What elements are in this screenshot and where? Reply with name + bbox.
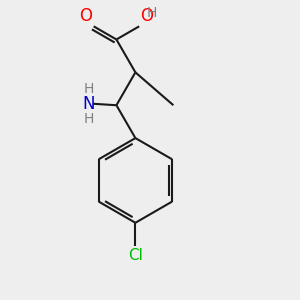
- Text: O: O: [140, 7, 153, 25]
- Text: N: N: [82, 95, 95, 113]
- Text: Cl: Cl: [128, 248, 143, 262]
- Text: H: H: [147, 6, 157, 20]
- Text: H: H: [83, 82, 94, 96]
- Text: H: H: [83, 112, 94, 126]
- Text: O: O: [79, 7, 92, 25]
